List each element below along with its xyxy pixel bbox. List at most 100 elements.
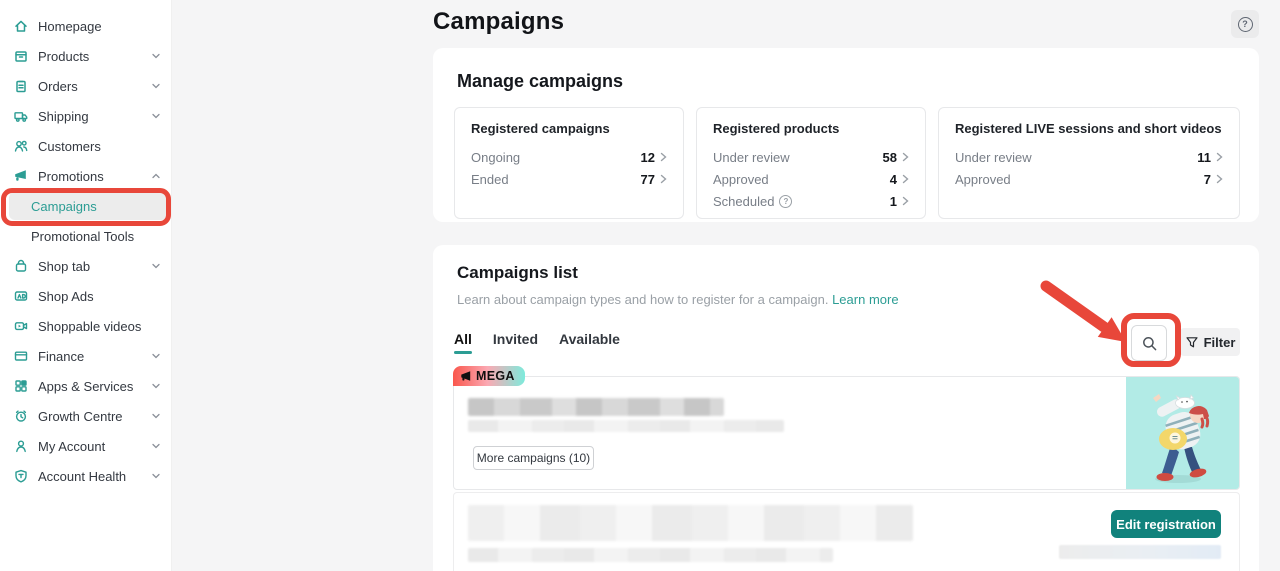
sidebar-item-my-account[interactable]: My Account xyxy=(0,431,171,461)
chevron-down-icon xyxy=(152,383,160,389)
learn-more-link[interactable]: Learn more xyxy=(832,292,899,307)
campaigns-list-card: Campaigns list Learn about campaign type… xyxy=(433,245,1259,571)
campaigns-active-pill: Campaigns xyxy=(9,192,167,220)
home-icon xyxy=(15,20,27,32)
account-health-shield-icon xyxy=(15,469,27,483)
sidebar-item-account-health[interactable]: Account Health xyxy=(0,461,171,491)
chevron-down-icon xyxy=(152,473,160,479)
filter-funnel-icon xyxy=(1185,337,1198,348)
stat-value: 1 xyxy=(889,193,897,209)
sidebar-item-promotional-tools[interactable]: Promotional Tools xyxy=(0,221,171,251)
sidebar-item-products[interactable]: Products xyxy=(0,41,171,71)
apps-grid-icon xyxy=(15,380,27,392)
stat-value: 12 xyxy=(640,149,655,165)
stat-value: 11 xyxy=(1197,149,1211,165)
my-account-person-icon xyxy=(16,440,26,453)
stat-row-under-review[interactable]: Under review 11 xyxy=(955,146,1223,168)
stat-label: Ongoing xyxy=(471,149,521,165)
sidebar-item-shop-ads[interactable]: Shop Ads xyxy=(0,281,171,311)
help-button[interactable]: ? xyxy=(1231,10,1259,38)
shipping-truck-icon xyxy=(14,112,28,122)
products-icon xyxy=(15,51,27,62)
sidebar-item-growth-centre[interactable]: Growth Centre xyxy=(0,401,171,431)
chevron-down-icon xyxy=(152,83,160,89)
tab-available[interactable]: Available xyxy=(559,331,620,347)
megaphone-icon xyxy=(461,371,471,381)
sidebar-item-shoppable-videos[interactable]: Shoppable videos xyxy=(0,311,171,341)
sidebar-item-label: Customers xyxy=(38,138,101,154)
sidebar-item-finance[interactable]: Finance xyxy=(0,341,171,371)
sidebar-item-label: Products xyxy=(38,48,90,64)
tab-invited[interactable]: Invited xyxy=(492,331,539,347)
chevron-right-icon xyxy=(902,174,909,184)
stat-value: 7 xyxy=(1203,171,1211,187)
search-icon xyxy=(1142,336,1156,350)
manage-campaigns-card: Manage campaigns Registered campaigns On… xyxy=(433,48,1259,222)
blurred-campaign-subtitle xyxy=(468,420,784,432)
stat-row-ended[interactable]: Ended 77 xyxy=(471,168,667,190)
promotions-megaphone-icon xyxy=(15,170,26,181)
stat-label: Scheduled xyxy=(713,193,775,209)
mega-badge-label: MEGA xyxy=(476,369,515,383)
stat-label: Approved xyxy=(955,171,1011,187)
search-button[interactable] xyxy=(1131,325,1167,361)
stat-row-scheduled[interactable]: Scheduled ? 1 xyxy=(713,190,909,212)
registered-live-sessions-card: Registered LIVE sessions and short video… xyxy=(938,107,1240,219)
sidebar-item-orders[interactable]: Orders xyxy=(0,71,171,101)
edit-registration-button[interactable]: Edit registration xyxy=(1111,510,1221,538)
stat-row-under-review[interactable]: Under review 58 xyxy=(713,146,909,168)
sidebar-item-label: Finance xyxy=(38,348,85,364)
campaigns-list-title: Campaigns list xyxy=(457,263,578,282)
campaign-row-2[interactable]: Edit registration xyxy=(453,492,1240,571)
stat-card-title: Registered LIVE sessions and short video… xyxy=(955,121,1222,136)
growth-centre-clock-icon xyxy=(15,410,27,422)
sidebar-item-shop-tab[interactable]: Shop tab xyxy=(0,251,171,281)
sidebar: Homepage Products Orders Shipping Custom… xyxy=(0,0,172,571)
chevron-right-icon xyxy=(902,196,909,206)
sidebar-item-label: Homepage xyxy=(38,18,102,34)
sidebar-item-label: Growth Centre xyxy=(38,408,123,424)
stat-label: Under review xyxy=(713,149,790,165)
sidebar-item-customers[interactable]: Customers xyxy=(0,131,171,161)
finance-card-icon xyxy=(14,351,28,361)
stat-value: 4 xyxy=(889,171,897,187)
blurred-campaign-text-block xyxy=(468,505,913,541)
sidebar-item-label: Shipping xyxy=(38,108,89,124)
chevron-up-icon xyxy=(152,173,160,179)
shoppable-videos-icon xyxy=(14,322,28,331)
tab-all[interactable]: All xyxy=(454,331,472,354)
filter-button[interactable]: Filter xyxy=(1180,328,1240,356)
chevron-down-icon xyxy=(152,263,160,269)
chevron-down-icon xyxy=(152,53,160,59)
sidebar-item-campaigns[interactable]: Campaigns xyxy=(0,191,171,221)
filter-label: Filter xyxy=(1203,334,1236,350)
sidebar-item-apps-services[interactable]: Apps & Services xyxy=(0,371,171,401)
stat-row-approved[interactable]: Approved 4 xyxy=(713,168,909,190)
campaign-row-mega[interactable]: More campaigns (10) xyxy=(453,376,1240,490)
subtitle-text: Learn about campaign types and how to re… xyxy=(457,292,829,307)
chevron-down-icon xyxy=(152,443,160,449)
info-icon: ? xyxy=(779,194,793,208)
chevron-right-icon xyxy=(660,152,667,162)
chevron-right-icon xyxy=(660,174,667,184)
stat-row-ongoing[interactable]: Ongoing 12 xyxy=(471,146,667,168)
sidebar-item-label: Shoppable videos xyxy=(38,318,142,334)
help-icon: ? xyxy=(1237,16,1253,32)
stat-label: Ended xyxy=(471,171,509,187)
chevron-down-icon xyxy=(152,113,160,119)
sidebar-item-promotions[interactable]: Promotions xyxy=(0,161,171,191)
blurred-campaign-title xyxy=(468,398,724,416)
sidebar-item-label: Shop tab xyxy=(38,258,91,274)
shop-ads-icon xyxy=(14,291,28,301)
customers-icon xyxy=(14,140,28,152)
sidebar-item-homepage[interactable]: Homepage xyxy=(0,11,171,41)
sidebar-item-shipping[interactable]: Shipping xyxy=(0,101,171,131)
stat-row-approved[interactable]: Approved 7 xyxy=(955,168,1223,190)
sidebar-item-label: My Account xyxy=(38,438,106,454)
chevron-down-icon xyxy=(152,353,160,359)
more-campaigns-button[interactable]: More campaigns (10) xyxy=(473,446,594,470)
sidebar-item-label: Account Health xyxy=(38,468,127,484)
sidebar-item-label: Campaigns xyxy=(31,198,97,214)
campaigns-list-subtitle: Learn about campaign types and how to re… xyxy=(457,292,899,307)
illustration-person-with-cat xyxy=(1153,394,1210,483)
